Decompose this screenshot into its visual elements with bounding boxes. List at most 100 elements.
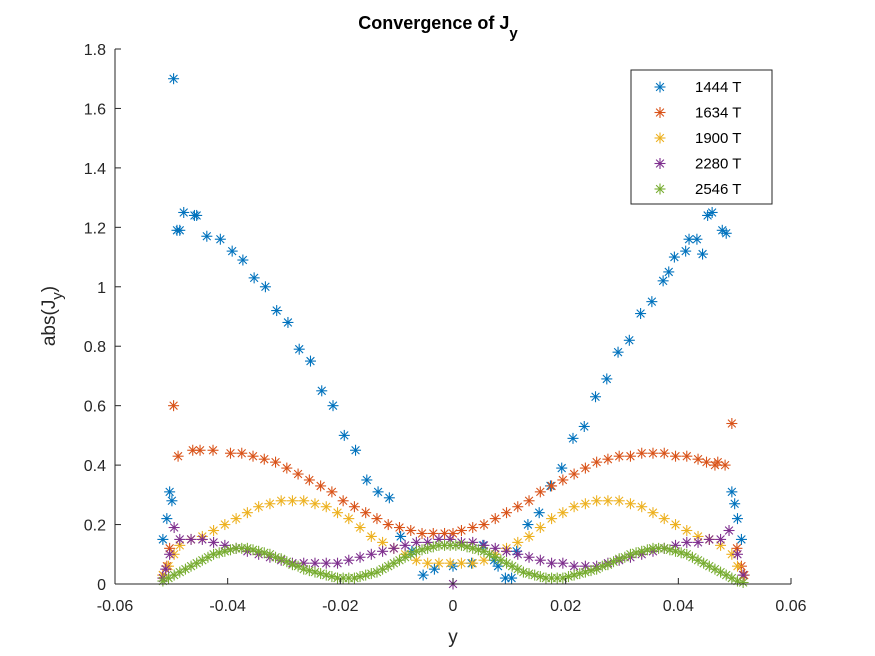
data-point xyxy=(160,563,172,575)
legend: 1444 T 1634 T 1900 T 2280 T 2546 T xyxy=(630,69,773,205)
data-point xyxy=(237,254,249,266)
data-point xyxy=(686,551,698,563)
data-point xyxy=(731,548,743,560)
data-point xyxy=(522,519,534,531)
data-point xyxy=(383,492,395,504)
data-point xyxy=(230,513,242,525)
data-point xyxy=(326,486,338,498)
data-point xyxy=(361,474,373,486)
data-point xyxy=(506,560,518,572)
data-point xyxy=(546,513,558,525)
y-axis-label-close: ) xyxy=(39,286,60,292)
y-axis-label-subscript: y xyxy=(49,292,66,300)
data-point xyxy=(382,519,394,531)
data-point xyxy=(293,343,305,355)
data-point xyxy=(691,233,703,245)
data-point xyxy=(253,501,265,513)
data-point xyxy=(207,444,219,456)
y-tick-label: 0.2 xyxy=(84,518,106,535)
data-point xyxy=(534,554,546,566)
data-point xyxy=(726,572,738,584)
data-point xyxy=(680,245,692,257)
data-point xyxy=(309,566,321,578)
x-tick-label: -0.02 xyxy=(322,598,359,615)
data-point xyxy=(360,507,372,519)
data-point xyxy=(219,519,231,531)
x-tick-label: -0.04 xyxy=(209,598,246,615)
y-axis-label: abs(Jy) xyxy=(39,286,66,346)
data-point xyxy=(208,525,220,536)
data-point xyxy=(489,542,501,554)
data-point xyxy=(309,498,321,510)
data-point xyxy=(202,551,214,563)
data-point xyxy=(178,206,190,218)
data-point xyxy=(557,557,569,569)
data-point xyxy=(647,447,659,459)
legend-entry: 2546 T xyxy=(654,181,741,198)
legend-marker-icon xyxy=(654,81,666,93)
data-point xyxy=(185,560,197,572)
data-point xyxy=(590,391,602,403)
data-point xyxy=(258,453,270,465)
legend-marker-icon xyxy=(654,107,666,118)
data-point xyxy=(658,513,670,525)
data-point xyxy=(399,539,411,551)
data-point xyxy=(343,513,355,525)
data-point xyxy=(241,507,253,519)
y-tick-label: 1.2 xyxy=(84,220,106,237)
data-point xyxy=(602,559,614,571)
data-point xyxy=(501,557,513,569)
legend-entry: 2280 T xyxy=(654,156,741,173)
x-tick-label: -0.06 xyxy=(97,598,134,615)
legend-label: 1444 T xyxy=(695,79,741,96)
data-point xyxy=(579,498,591,510)
data-point xyxy=(489,551,501,563)
chart-title-main: Convergence of J xyxy=(358,13,509,33)
data-point xyxy=(703,560,715,572)
data-point xyxy=(737,577,749,589)
data-point xyxy=(698,557,710,569)
data-point xyxy=(692,554,704,566)
data-point xyxy=(731,542,743,554)
data-point xyxy=(292,560,304,572)
data-point xyxy=(157,533,169,545)
data-point xyxy=(668,251,680,263)
data-point xyxy=(372,486,384,498)
data-point xyxy=(191,209,203,221)
data-point xyxy=(348,501,360,513)
data-point xyxy=(720,569,732,581)
data-point xyxy=(248,272,260,284)
data-point xyxy=(320,501,332,513)
data-point xyxy=(579,566,591,578)
data-point xyxy=(399,551,411,563)
data-point xyxy=(174,533,186,545)
y-tick-label: 0.4 xyxy=(84,458,106,475)
data-point xyxy=(692,536,704,548)
legend-box xyxy=(630,69,773,205)
data-point xyxy=(478,519,490,531)
data-point xyxy=(489,513,501,525)
data-point xyxy=(512,501,524,513)
legend-label: 1634 T xyxy=(695,105,741,122)
data-point xyxy=(168,73,180,85)
data-point xyxy=(701,456,712,468)
data-point xyxy=(467,522,479,534)
data-point xyxy=(164,548,176,560)
data-point xyxy=(675,547,687,559)
data-point xyxy=(264,498,276,510)
data-point xyxy=(208,536,220,548)
data-point xyxy=(623,334,635,346)
data-point xyxy=(636,501,648,513)
data-point xyxy=(534,486,546,498)
data-point xyxy=(281,462,293,474)
data-point xyxy=(185,533,197,545)
data-point xyxy=(433,557,445,569)
data-point xyxy=(354,551,366,563)
data-point xyxy=(636,545,648,557)
x-ticks: -0.06 -0.04 -0.02 0 0.02 0.04 0.06 xyxy=(97,578,807,615)
data-point xyxy=(247,450,259,462)
y-tick-label: 0.6 xyxy=(84,399,106,416)
x-tick-label: 0 xyxy=(449,598,458,615)
data-point xyxy=(729,498,741,510)
data-point xyxy=(172,450,184,462)
